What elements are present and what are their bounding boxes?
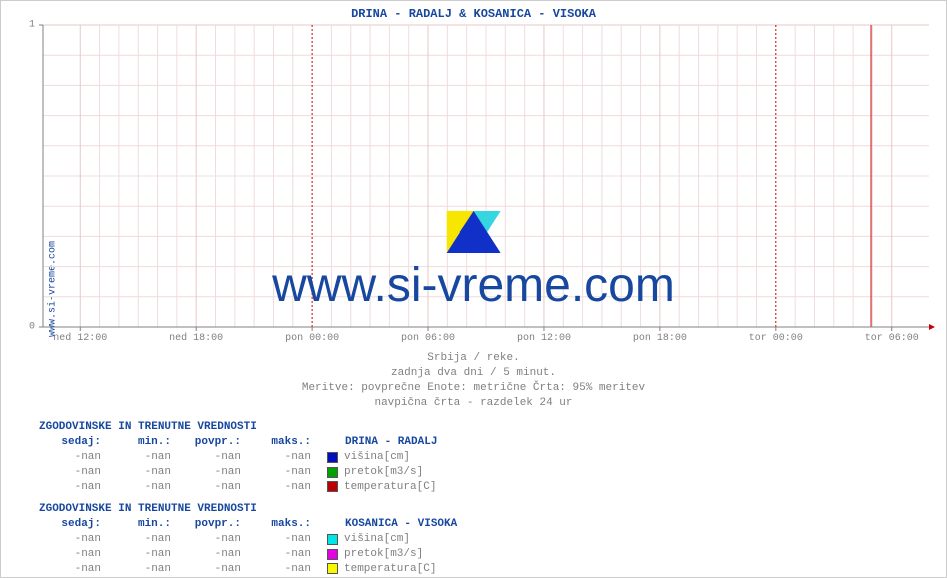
legend-value: -nan xyxy=(179,450,249,465)
y-tick-label: 1 xyxy=(29,20,35,31)
legend-col-head: sedaj: xyxy=(39,435,109,450)
x-tick-label: pon 00:00 xyxy=(285,333,339,344)
legend-series-name: DRINA - RADALJ xyxy=(345,435,437,450)
legend-value: -nan xyxy=(109,480,179,495)
legend-value: -nan xyxy=(109,450,179,465)
legend-col-head: povpr.: xyxy=(179,435,249,450)
legend-row: -nan-nan-nan-nantemperatura[C] xyxy=(39,480,437,495)
x-tick-label: pon 12:00 xyxy=(517,333,571,344)
legend-value: -nan xyxy=(39,450,109,465)
legend-metric-label: temperatura[C] xyxy=(344,480,436,495)
caption-line-3: Meritve: povprečne Enote: metrične Črta:… xyxy=(1,381,946,396)
legend-value: -nan xyxy=(249,532,319,547)
legend-value: -nan xyxy=(249,562,319,577)
legend-swatch-icon xyxy=(327,534,338,545)
legend-value: -nan xyxy=(39,547,109,562)
legend-value: -nan xyxy=(109,562,179,577)
chart-plot xyxy=(43,25,929,327)
legend-header: ZGODOVINSKE IN TRENUTNE VREDNOSTI xyxy=(39,503,457,515)
legend-swatch-icon xyxy=(327,452,338,463)
legend-row: -nan-nan-nan-nanvišina[cm] xyxy=(39,450,437,465)
legend-header: ZGODOVINSKE IN TRENUTNE VREDNOSTI xyxy=(39,421,437,433)
legend-col-head: povpr.: xyxy=(179,517,249,532)
legend-value: -nan xyxy=(249,465,319,480)
legend-metric-label: višina[cm] xyxy=(344,532,410,547)
legend-value: -nan xyxy=(179,547,249,562)
legend-value: -nan xyxy=(109,547,179,562)
legend-value: -nan xyxy=(39,532,109,547)
legend-col-head: min.: xyxy=(109,517,179,532)
legend-value: -nan xyxy=(249,480,319,495)
legend-swatch-icon xyxy=(327,563,338,574)
legend-swatch-icon xyxy=(327,549,338,560)
y-tick-label: 0 xyxy=(29,322,35,333)
legend-col-head: maks.: xyxy=(249,517,319,532)
legend-series-name: KOSANICA - VISOKA xyxy=(345,517,457,532)
legend-value: -nan xyxy=(179,532,249,547)
legend-row: -nan-nan-nan-nanvišina[cm] xyxy=(39,532,457,547)
legend-metric-label: pretok[m3/s] xyxy=(344,547,423,562)
legend-value: -nan xyxy=(179,562,249,577)
x-tick-label: tor 00:00 xyxy=(749,333,803,344)
legend-col-head: maks.: xyxy=(249,435,319,450)
legend-value: -nan xyxy=(39,465,109,480)
legend-metric-label: temperatura[C] xyxy=(344,562,436,577)
legend-swatch-icon xyxy=(327,481,338,492)
caption-line-4: navpična črta - razdelek 24 ur xyxy=(1,396,946,411)
chart-svg xyxy=(43,25,929,327)
caption-line-1: Srbija / reke. xyxy=(1,351,946,366)
legend-row: -nan-nan-nan-nanpretok[m3/s] xyxy=(39,547,457,562)
legend-value: -nan xyxy=(109,532,179,547)
legend-value: -nan xyxy=(179,465,249,480)
legend-col-headers: sedaj:min.:povpr.:maks.: DRINA - RADALJ xyxy=(39,435,437,450)
legend-value: -nan xyxy=(39,562,109,577)
x-tick-label: pon 18:00 xyxy=(633,333,687,344)
legend-value: -nan xyxy=(179,480,249,495)
x-tick-label: pon 06:00 xyxy=(401,333,455,344)
legend-row: -nan-nan-nan-nanpretok[m3/s] xyxy=(39,465,437,480)
legend-col-head: sedaj: xyxy=(39,517,109,532)
legend-col-headers: sedaj:min.:povpr.:maks.: KOSANICA - VISOK… xyxy=(39,517,457,532)
legend-swatch-icon xyxy=(327,467,338,478)
legend-value: -nan xyxy=(249,547,319,562)
legend-value: -nan xyxy=(109,465,179,480)
legend-row: -nan-nan-nan-nantemperatura[C] xyxy=(39,562,457,577)
chart-title: DRINA - RADALJ & KOSANICA - VISOKA xyxy=(351,7,596,21)
caption-line-2: zadnja dva dni / 5 minut. xyxy=(1,366,946,381)
x-tick-label: ned 12:00 xyxy=(53,333,107,344)
legend-col-head: min.: xyxy=(109,435,179,450)
x-tick-label: ned 18:00 xyxy=(169,333,223,344)
legend-block: ZGODOVINSKE IN TRENUTNE VREDNOSTIsedaj:m… xyxy=(39,503,457,576)
legend-value: -nan xyxy=(249,450,319,465)
x-tick-label: tor 06:00 xyxy=(865,333,919,344)
legend-metric-label: višina[cm] xyxy=(344,450,410,465)
legend-value: -nan xyxy=(39,480,109,495)
legend-metric-label: pretok[m3/s] xyxy=(344,465,423,480)
legend-block: ZGODOVINSKE IN TRENUTNE VREDNOSTIsedaj:m… xyxy=(39,421,437,494)
